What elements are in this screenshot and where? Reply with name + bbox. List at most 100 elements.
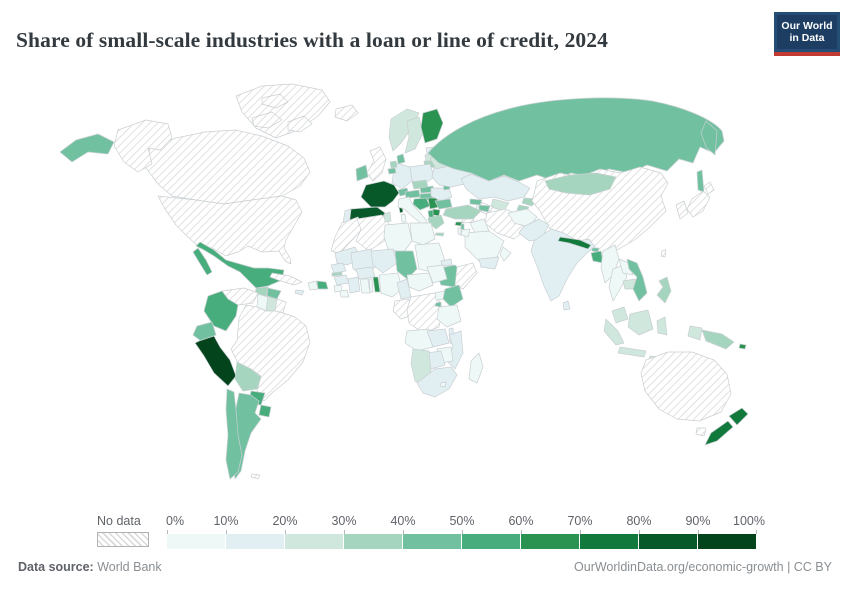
- country-poland[interactable]: [409, 163, 435, 184]
- country-jordan[interactable]: [460, 228, 471, 238]
- country-oman[interactable]: [499, 246, 512, 262]
- country-eritrea[interactable]: [440, 258, 453, 267]
- country-sweden[interactable]: [404, 116, 424, 154]
- country-united-kingdom[interactable]: [366, 146, 387, 182]
- country-russia[interactable]: [700, 120, 718, 156]
- country-colombia[interactable]: [203, 290, 239, 332]
- country-japan[interactable]: [703, 181, 715, 195]
- country-iceland[interactable]: [334, 104, 359, 122]
- country-cote-d-ivoire[interactable]: [347, 276, 361, 294]
- country-greece[interactable]: [434, 232, 445, 237]
- country-france[interactable]: [360, 180, 400, 208]
- country-algeria[interactable]: [355, 214, 391, 252]
- country-north-macedonia[interactable]: [432, 208, 441, 217]
- country-yemen[interactable]: [478, 256, 500, 270]
- country-papua-new-guinea[interactable]: [701, 329, 735, 350]
- country-togo[interactable]: [368, 278, 374, 293]
- legend-bin-3[interactable]: [344, 534, 403, 549]
- no-data-swatch[interactable]: [97, 532, 149, 547]
- country-canada[interactable]: [261, 93, 289, 109]
- country-laos[interactable]: [618, 258, 634, 276]
- country-netherlands[interactable]: [389, 160, 398, 169]
- country-mongolia[interactable]: [544, 172, 617, 196]
- country-niger[interactable]: [370, 248, 398, 274]
- country-mexico[interactable]: [192, 247, 213, 276]
- country-liberia[interactable]: [339, 289, 350, 298]
- country-saudi-arabia[interactable]: [464, 230, 505, 262]
- country-zambia[interactable]: [426, 328, 450, 348]
- country-south-korea[interactable]: [675, 200, 689, 220]
- country-indonesia[interactable]: [617, 346, 647, 358]
- country-egypt[interactable]: [409, 222, 436, 246]
- country-dominican-republic[interactable]: [316, 280, 329, 290]
- country-indonesia[interactable]: [627, 309, 654, 336]
- country-russia[interactable]: [427, 97, 725, 182]
- country-indonesia[interactable]: [656, 316, 668, 336]
- country-benin[interactable]: [372, 276, 381, 293]
- country-russia[interactable]: [59, 133, 115, 163]
- country-bolivia[interactable]: [234, 361, 262, 392]
- country-greece[interactable]: [427, 214, 445, 230]
- legend-bin-8[interactable]: [639, 534, 698, 549]
- country-kenya[interactable]: [442, 284, 464, 308]
- legend-no-data[interactable]: No data: [97, 514, 149, 547]
- country-falkland-islands[interactable]: [250, 473, 261, 480]
- country-lebanon[interactable]: [460, 223, 465, 231]
- country-sri-lanka[interactable]: [562, 300, 571, 311]
- country-malaysia[interactable]: [611, 306, 629, 324]
- country-tunisia[interactable]: [383, 211, 392, 223]
- country-georgia[interactable]: [469, 198, 483, 206]
- country-tanzania[interactable]: [436, 304, 462, 328]
- country-bangladesh[interactable]: [590, 250, 604, 264]
- country-australia[interactable]: [695, 427, 707, 437]
- country-ghana[interactable]: [359, 278, 371, 294]
- legend-bin-7[interactable]: [580, 534, 639, 549]
- footer-attribution[interactable]: OurWorldinData.org/economic-growth | CC …: [574, 560, 832, 574]
- country-turkey[interactable]: [442, 204, 482, 220]
- legend-color-bar[interactable]: [167, 534, 757, 549]
- country-french-guiana[interactable]: [274, 298, 287, 314]
- country-rwanda[interactable]: [434, 301, 442, 308]
- country-angola[interactable]: [404, 328, 434, 352]
- country-indonesia[interactable]: [603, 318, 625, 346]
- country-guinea[interactable]: [333, 274, 350, 286]
- country-gambia[interactable]: [331, 271, 343, 277]
- country-denmark[interactable]: [396, 153, 406, 165]
- country-canada[interactable]: [287, 115, 313, 133]
- country-south-africa[interactable]: [416, 366, 458, 398]
- country-united-states[interactable]: [157, 195, 303, 265]
- country-libya[interactable]: [383, 222, 413, 254]
- country-uruguay[interactable]: [258, 404, 272, 418]
- country-italy[interactable]: [400, 213, 407, 223]
- country-japan[interactable]: [686, 190, 711, 218]
- country-new-zealand[interactable]: [728, 407, 749, 426]
- country-indonesia[interactable]: [687, 325, 703, 341]
- country-canada[interactable]: [145, 129, 311, 205]
- legend-bin-6[interactable]: [521, 534, 580, 549]
- country-burkina-faso[interactable]: [355, 266, 376, 280]
- country-south-sudan[interactable]: [426, 264, 448, 284]
- owid-logo[interactable]: Our World in Data: [774, 12, 840, 52]
- country-canada[interactable]: [251, 111, 283, 129]
- country-solomon-islands[interactable]: [738, 343, 747, 350]
- country-india[interactable]: [530, 228, 596, 302]
- country-armenia[interactable]: [478, 204, 491, 213]
- country-kazakhstan[interactable]: [460, 173, 531, 202]
- country-bulgaria[interactable]: [434, 198, 453, 210]
- country-chad[interactable]: [394, 250, 418, 280]
- country-lesotho[interactable]: [439, 381, 447, 388]
- country-australia[interactable]: [640, 351, 732, 422]
- country-nepal[interactable]: [557, 236, 592, 250]
- country-somalia[interactable]: [454, 262, 478, 290]
- legend-bin-1[interactable]: [226, 534, 285, 549]
- country-israel[interactable]: [457, 227, 462, 236]
- country-belgium[interactable]: [387, 167, 397, 175]
- country-russia[interactable]: [696, 169, 705, 193]
- country-nigeria[interactable]: [378, 272, 403, 298]
- country-taiwan[interactable]: [660, 249, 667, 258]
- country-central-african-republic[interactable]: [406, 272, 434, 292]
- country-finland[interactable]: [420, 108, 444, 144]
- country-cuba[interactable]: [269, 272, 303, 286]
- country-brazil[interactable]: [230, 304, 311, 402]
- country-haiti[interactable]: [307, 280, 319, 291]
